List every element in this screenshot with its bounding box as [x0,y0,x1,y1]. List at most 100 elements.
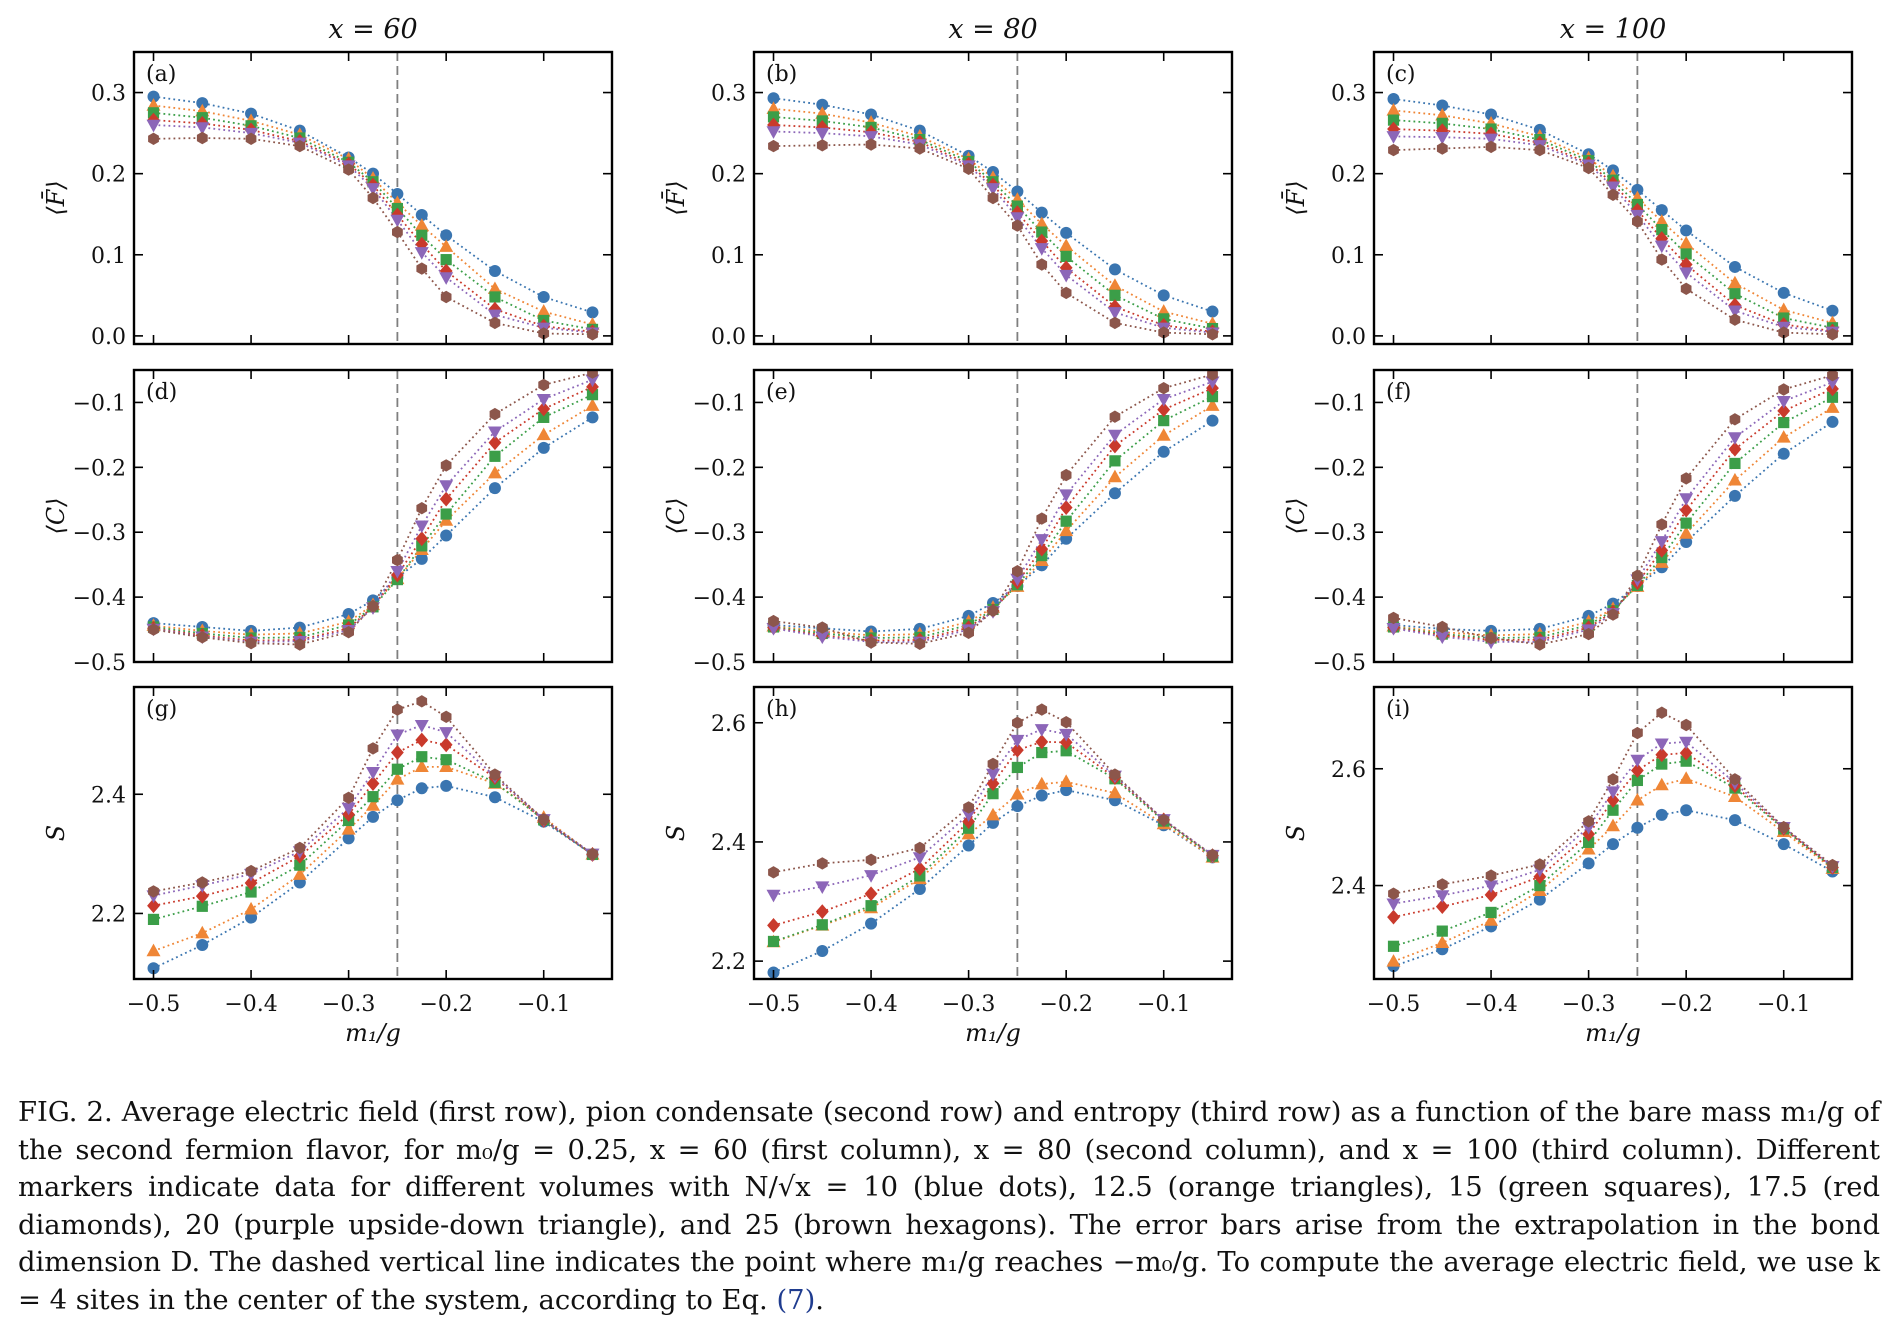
plot-frame [752,685,1234,981]
data-point [963,626,974,639]
data-point [1435,935,1450,948]
caption-label: FIG. 2. [18,1097,113,1128]
data-point [1205,398,1220,411]
data-point [439,263,453,279]
data-point [1827,370,1838,382]
data-point [767,111,780,123]
data-point [415,782,428,795]
data-point [1036,746,1048,759]
data-point [1059,728,1074,742]
data-point [1777,286,1790,299]
panel-letter: (f) [1386,380,1411,405]
data-point [1680,282,1692,295]
y-tick-label: 2.6 [1331,758,1366,783]
data-point [1655,542,1669,558]
panel-d: −0.5 −0.4 −0.3 −0.2 −0.1 ⟨C⟩ (d) [42,368,614,676]
data-point [1654,536,1669,549]
y-tick-label: −0.4 [1313,586,1366,611]
data-point [1059,489,1074,502]
data-point [244,875,258,891]
data-point [766,623,781,636]
data-point [1777,447,1790,460]
data-point [391,187,404,200]
data-point [987,191,999,205]
data-point [1436,878,1448,891]
data-point [341,822,356,835]
y-axis-label: ⟨F̄⟩ [42,180,70,215]
data-point [1156,428,1171,441]
panel-i: −0.5 −0.4 −0.3 −0.2 −0.1 2.4 2.6 Sm₁/g (i) [1282,685,1854,1047]
data-point [439,272,454,285]
data-point [414,759,429,773]
data-point [489,407,501,421]
data-point [537,401,551,417]
data-point [366,767,380,780]
series-line [1393,135,1833,333]
panel-letter: (b) [766,62,797,87]
data-point [1680,535,1693,548]
x-tick-label: −0.5 [747,992,800,1017]
data-point [390,565,405,579]
series-line [773,116,1213,330]
data-point [294,139,306,153]
data-point [1207,328,1218,341]
data-point [1485,108,1498,121]
x-tick-label: −0.4 [844,992,897,1017]
data-point [1485,869,1497,882]
data-point [1827,858,1838,872]
data-point [342,832,355,845]
data-point [1654,214,1669,227]
data-point [488,265,501,277]
data-point [1060,515,1072,527]
x-tick-label: −0.4 [1464,992,1517,1017]
data-point [1386,103,1401,116]
y-tick-label: 0.2 [711,163,746,188]
data-point [1778,326,1790,339]
data-point [1109,768,1121,781]
column-title: x = 80 [948,14,1037,45]
data-point [342,607,355,620]
data-point [292,867,307,880]
x-tick-label: −0.1 [1757,992,1810,1017]
data-point [1826,391,1839,403]
data-point [1158,382,1170,395]
data-point [1606,181,1620,195]
data-point [416,751,428,763]
data-point [1060,286,1072,300]
x-axis-label: m₁/g [1585,1019,1641,1047]
data-point [913,883,926,896]
data-point [1059,269,1074,283]
data-layer [766,92,1220,341]
data-point [1157,289,1170,302]
series-line [1393,740,1834,905]
data-point [1680,472,1692,485]
data-point [1729,457,1741,470]
series-line [1393,387,1833,641]
series-line [153,95,593,314]
figure-caption: FIG. 2. Average electric field (first ro… [18,1094,1880,1319]
data-point [914,142,926,155]
data-point [1607,838,1619,851]
data-point [1435,107,1450,121]
panel-letter: (i) [1386,697,1410,722]
plot-frame [1372,50,1854,346]
series-line [1393,98,1833,312]
series-line [153,416,593,632]
data-point [1036,258,1048,271]
equation-reference-link[interactable]: (7) [776,1284,816,1316]
data-point [1485,140,1497,154]
data-point [1632,215,1643,228]
data-point [1035,789,1048,802]
data-point [1606,786,1620,799]
data-point [1034,776,1049,790]
data-point [367,810,379,823]
data-point [1156,394,1171,407]
data-point [816,139,828,152]
column-title: x = 100 [1560,14,1667,45]
data-point [1583,836,1595,848]
data-point [1655,808,1668,821]
data-point [768,866,779,879]
data-point [1388,887,1399,900]
data-point [536,304,551,317]
data-point [1011,761,1023,774]
